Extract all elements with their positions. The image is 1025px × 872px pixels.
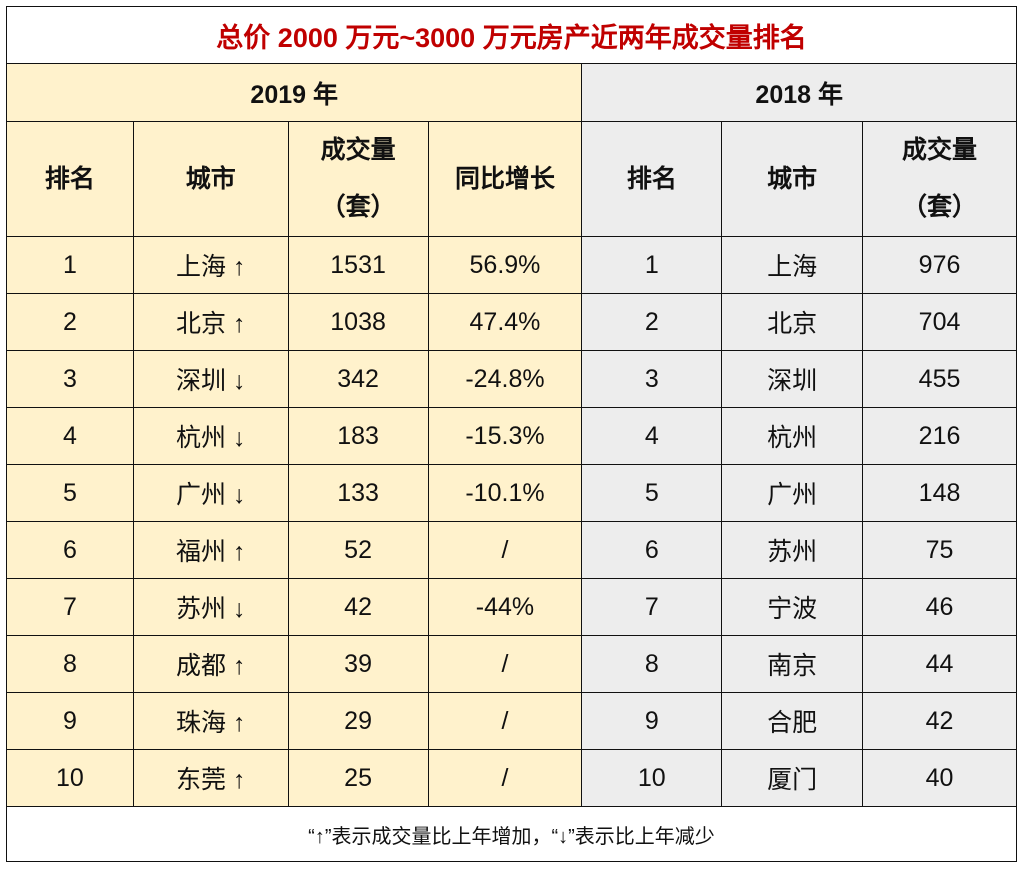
- rank-cell-2019: 6: [6, 521, 134, 579]
- footnote: “↑”表示成交量比上年增加，“↓”表示比上年减少: [6, 806, 1017, 862]
- table-row: 6 福州 ↑ 52/6 苏州 75: [6, 521, 1017, 579]
- city-cell-2019: 广州 ↓: [132, 464, 289, 522]
- volume-cell-2018: 148: [862, 464, 1017, 522]
- volume-label: 成交量: [902, 136, 978, 164]
- rank-cell-2018: 8: [581, 635, 723, 693]
- city-cell-2018: 杭州: [721, 407, 864, 465]
- city-cell-2019: 杭州 ↓: [132, 407, 289, 465]
- volume-cell-2018: 455: [862, 350, 1017, 408]
- year-2018-header: 2018 年: [581, 63, 1017, 122]
- city-cell-2019: 上海 ↑: [132, 236, 289, 294]
- table-row: 7 苏州 ↓ 42 -44% 7 宁波 46: [6, 578, 1017, 636]
- volume-cell-2019: 1038: [287, 293, 429, 351]
- volume-unit: （套）: [902, 193, 978, 221]
- col-city-2018: 城市: [721, 121, 864, 237]
- volume-cell-2018: 216: [862, 407, 1017, 465]
- city-cell-2019: 深圳 ↓: [132, 350, 289, 408]
- volume-cell-2018: 44: [862, 635, 1017, 693]
- volume-cell-2019: 29: [287, 692, 429, 750]
- table-row: 3 深圳 ↓ 342 -24.8% 3 深圳 455: [6, 350, 1017, 408]
- rank-cell-2018: 6: [581, 521, 723, 579]
- volume-cell-2018: 40: [862, 749, 1017, 807]
- volume-cell-2019: 39: [287, 635, 429, 693]
- rank-cell-2018: 7: [581, 578, 723, 636]
- city-cell-2018: 南京: [721, 635, 864, 693]
- city-cell-2018: 厦门: [721, 749, 864, 807]
- city-cell-2018: 合肥: [721, 692, 864, 750]
- col-volume-2018: 成交量 （套）: [862, 121, 1017, 237]
- table-row: 2 北京 ↑ 1038 47.4% 2 北京 704: [6, 293, 1017, 351]
- table-row: 10 东莞 ↑ 25/10 厦门 40: [6, 749, 1017, 807]
- rank-cell-2018: 3: [581, 350, 723, 408]
- rank-cell-2018: 4: [581, 407, 723, 465]
- table-row: 4 杭州 ↓ 183 -15.3% 4 杭州 216: [6, 407, 1017, 465]
- col-volume-2019: 成交量 （套）: [287, 121, 429, 237]
- city-cell-2019: 苏州 ↓: [132, 578, 289, 636]
- table-title: 总价 2000 万元~3000 万元房产近两年成交量排名: [6, 6, 1017, 64]
- volume-cell-2019: 1531: [287, 236, 429, 294]
- city-cell-2019: 福州 ↑: [132, 521, 289, 579]
- table-row: 1 上海 ↑ 1531 56.9% 1 上海 976: [6, 236, 1017, 294]
- volume-unit: （套）: [320, 193, 396, 221]
- growth-cell-2019: -44%: [427, 578, 583, 636]
- volume-cell-2019: 133: [287, 464, 429, 522]
- col-city-2019: 城市: [132, 121, 289, 237]
- city-cell-2018: 北京: [721, 293, 864, 351]
- city-cell-2018: 宁波: [721, 578, 864, 636]
- volume-cell-2019: 25: [287, 749, 429, 807]
- growth-cell-2019: /: [427, 692, 583, 750]
- rank-cell-2018: 5: [581, 464, 723, 522]
- rank-cell-2019: 9: [6, 692, 134, 750]
- city-cell-2019: 珠海 ↑: [132, 692, 289, 750]
- rank-cell-2019: 2: [6, 293, 134, 351]
- city-cell-2019: 成都 ↑: [132, 635, 289, 693]
- city-cell-2018: 广州: [721, 464, 864, 522]
- col-rank-2019: 排名: [6, 121, 134, 237]
- growth-cell-2019: -15.3%: [427, 407, 583, 465]
- city-cell-2019: 北京 ↑: [132, 293, 289, 351]
- col-growth-2019: 同比增长: [427, 121, 583, 237]
- col-rank-2018: 排名: [581, 121, 723, 237]
- volume-cell-2019: 52: [287, 521, 429, 579]
- growth-cell-2019: -24.8%: [427, 350, 583, 408]
- volume-cell-2018: 46: [862, 578, 1017, 636]
- rank-cell-2019: 4: [6, 407, 134, 465]
- city-cell-2019: 东莞 ↑: [132, 749, 289, 807]
- volume-cell-2018: 42: [862, 692, 1017, 750]
- growth-cell-2019: 56.9%: [427, 236, 583, 294]
- year-2019-header: 2019 年: [5, 63, 583, 122]
- volume-cell-2019: 42: [287, 578, 429, 636]
- volume-cell-2018: 75: [862, 521, 1017, 579]
- city-cell-2018: 苏州: [721, 521, 864, 579]
- rank-cell-2019: 1: [6, 236, 134, 294]
- city-cell-2018: 深圳: [721, 350, 864, 408]
- rank-cell-2018: 2: [581, 293, 723, 351]
- table-row: 9 珠海 ↑ 29/9 合肥 42: [6, 692, 1017, 750]
- volume-cell-2019: 342: [287, 350, 429, 408]
- rank-cell-2019: 8: [6, 635, 134, 693]
- ranking-table: 总价 2000 万元~3000 万元房产近两年成交量排名 2019 年 2018…: [5, 6, 1017, 862]
- growth-cell-2019: -10.1%: [427, 464, 583, 522]
- rank-cell-2019: 10: [6, 749, 134, 807]
- growth-cell-2019: 47.4%: [427, 293, 583, 351]
- growth-cell-2019: /: [427, 749, 583, 807]
- volume-label: 成交量: [320, 136, 396, 164]
- table-row: 8 成都 ↑ 39/8 南京 44: [6, 635, 1017, 693]
- volume-cell-2019: 183: [287, 407, 429, 465]
- rank-cell-2019: 3: [6, 350, 134, 408]
- growth-cell-2019: /: [427, 635, 583, 693]
- rank-cell-2018: 1: [581, 236, 723, 294]
- city-cell-2018: 上海: [721, 236, 864, 294]
- rank-cell-2018: 10: [581, 749, 723, 807]
- volume-cell-2018: 704: [862, 293, 1017, 351]
- volume-cell-2018: 976: [862, 236, 1017, 294]
- rank-cell-2018: 9: [581, 692, 723, 750]
- rank-cell-2019: 5: [6, 464, 134, 522]
- table-row: 5 广州 ↓ 133 -10.1% 5 广州 148: [6, 464, 1017, 522]
- rank-cell-2019: 7: [6, 578, 134, 636]
- growth-cell-2019: /: [427, 521, 583, 579]
